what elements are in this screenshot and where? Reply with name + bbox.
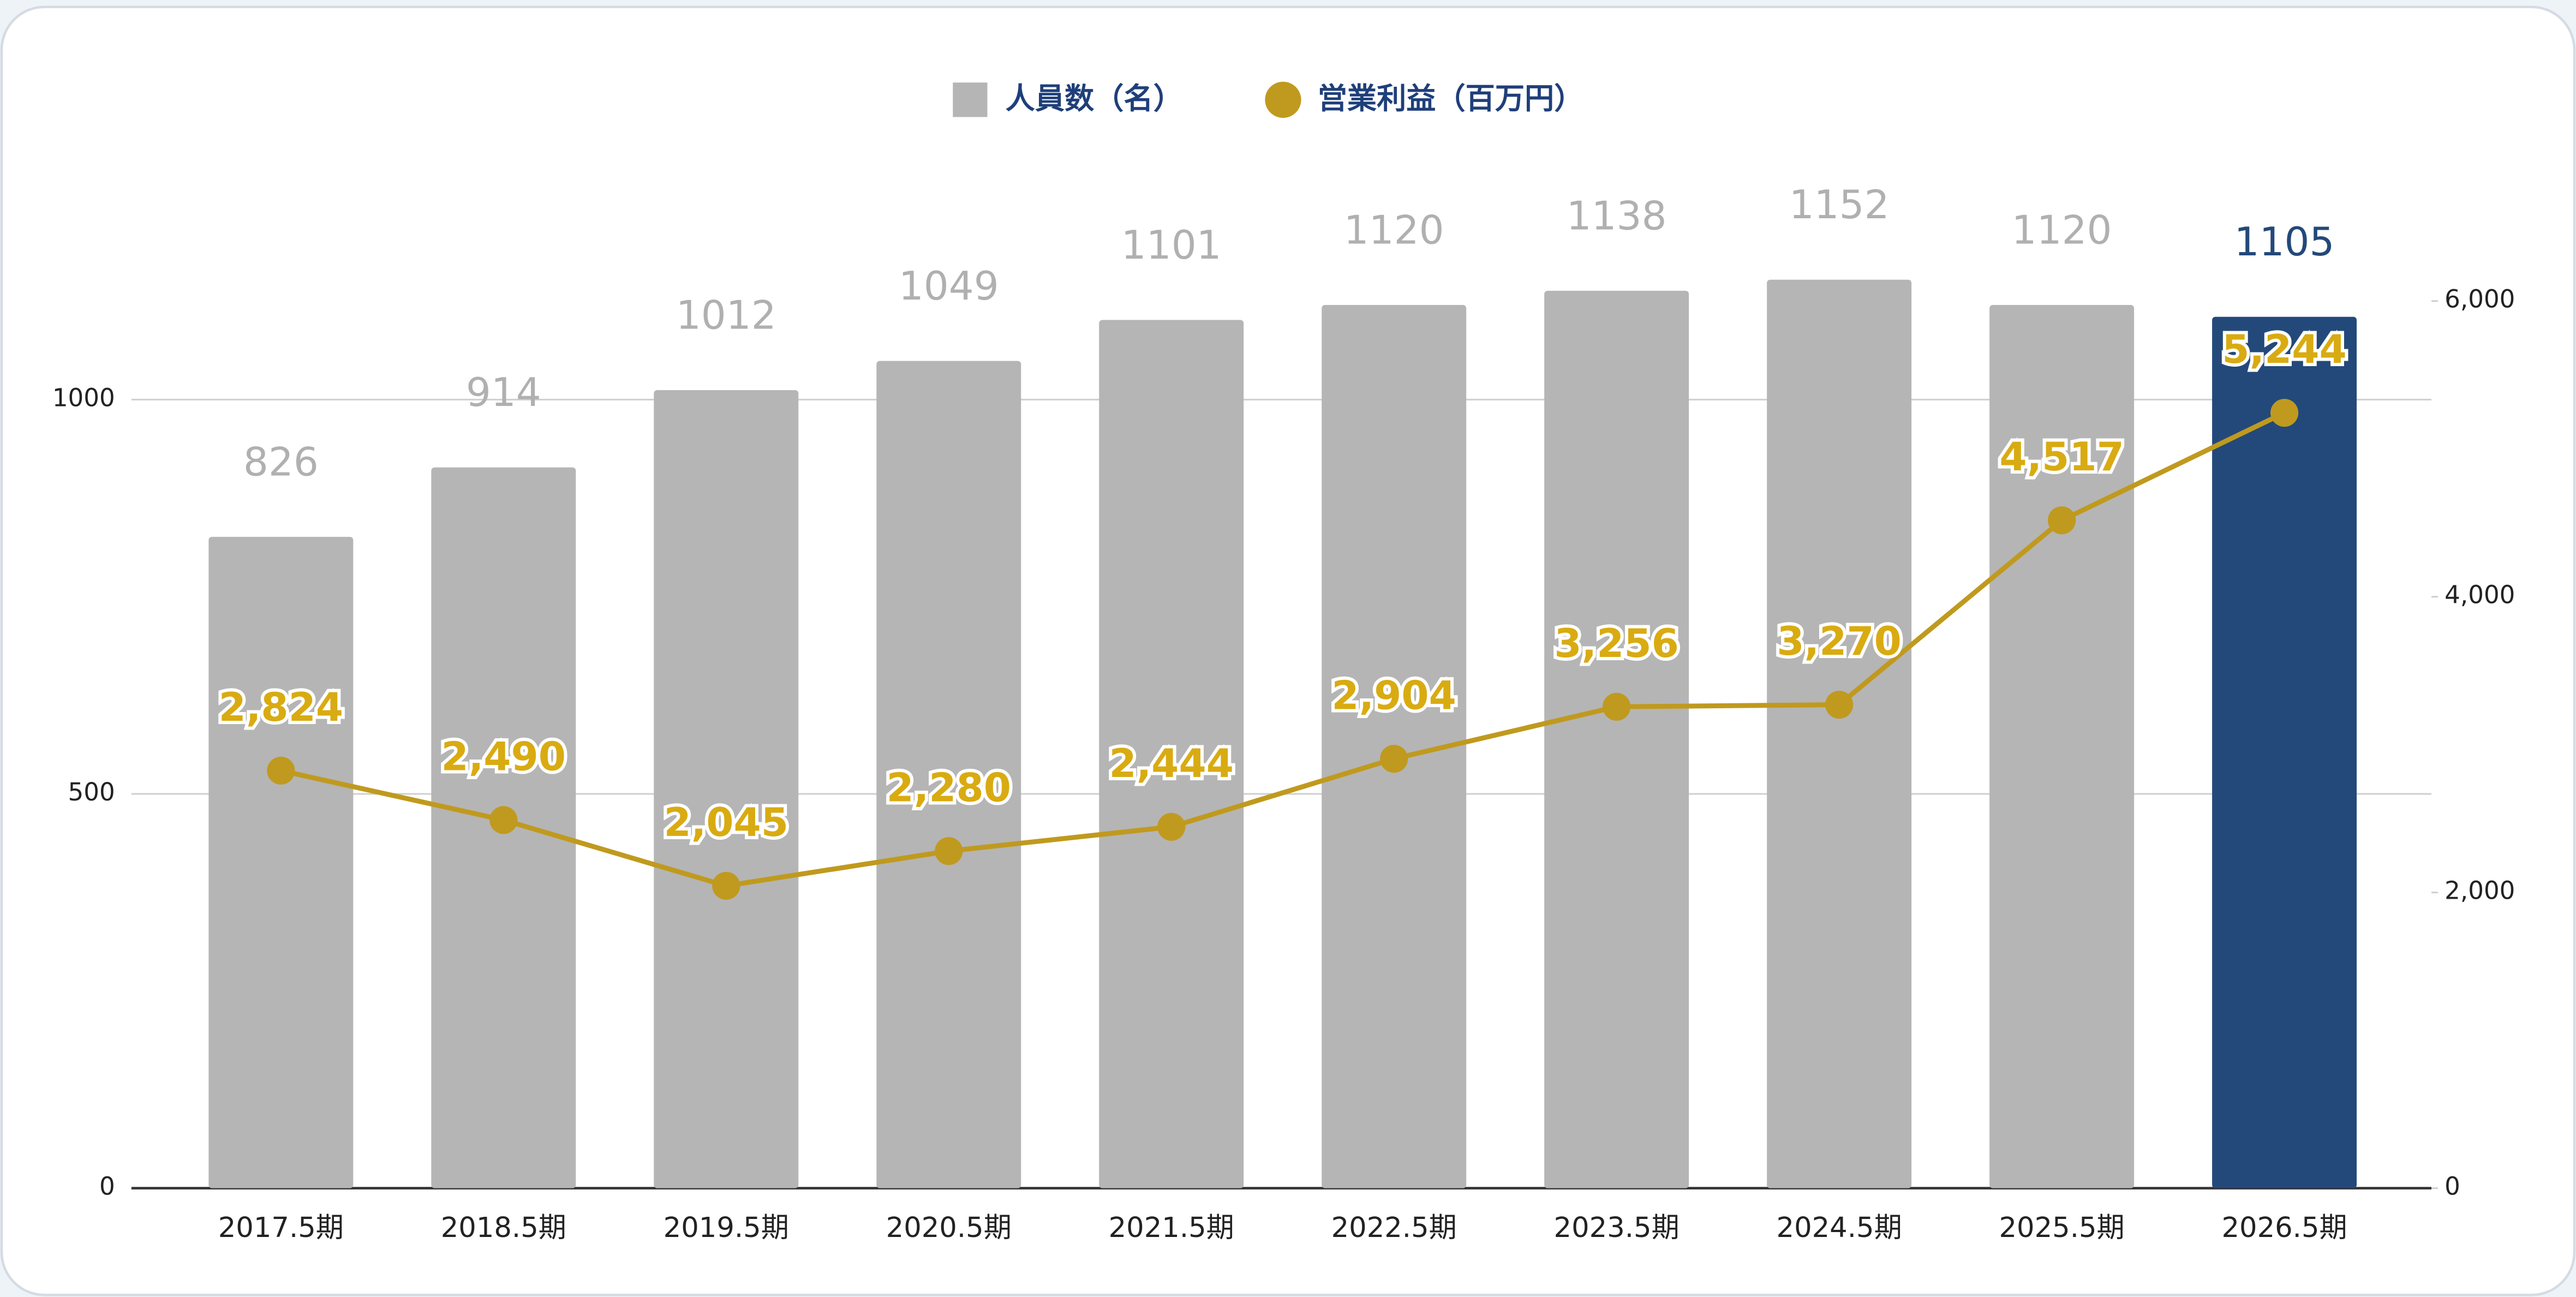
x-tick-label: 2024.5期 bbox=[1777, 1211, 1902, 1244]
card bbox=[0, 5, 2576, 1296]
line-value-label: 2,444 bbox=[1109, 741, 1234, 787]
bar bbox=[1767, 279, 1912, 1188]
line-point bbox=[2048, 506, 2076, 535]
bar-value-label: 1049 bbox=[899, 264, 999, 309]
line-value-label: 5,244 bbox=[2222, 327, 2347, 373]
legend-swatch bbox=[953, 82, 988, 117]
line-point bbox=[712, 871, 740, 900]
bar-value-label: 1101 bbox=[1121, 223, 1222, 268]
y-tick-label: 1000 bbox=[52, 383, 115, 412]
line-value-label: 2,490 bbox=[441, 734, 566, 780]
bar bbox=[1544, 290, 1689, 1188]
legend-label: 人員数（名） bbox=[1006, 81, 1183, 116]
line-value-label: 2,045 bbox=[664, 800, 789, 846]
bar bbox=[654, 390, 799, 1188]
x-tick-label: 2019.5期 bbox=[664, 1211, 789, 1244]
line bbox=[280, 410, 2286, 889]
line-point bbox=[2270, 398, 2299, 427]
bar-value-label: 1120 bbox=[1344, 207, 1444, 253]
bar bbox=[2212, 316, 2357, 1188]
x-tick-label: 2017.5期 bbox=[218, 1211, 344, 1244]
line-point bbox=[489, 806, 518, 834]
line-point bbox=[1157, 812, 1186, 841]
bar bbox=[876, 361, 1021, 1188]
bar-value-label: 1012 bbox=[676, 293, 776, 339]
line-value-label: 4,517 bbox=[1999, 434, 2124, 480]
x-tick-label: 2020.5期 bbox=[886, 1211, 1012, 1244]
y-tick-label: 0 bbox=[99, 1172, 115, 1201]
bar-value-label: 914 bbox=[466, 370, 541, 416]
x-tick-label: 2018.5期 bbox=[441, 1211, 566, 1244]
bar bbox=[1989, 304, 2135, 1188]
y2-tick-label: 2,000 bbox=[2444, 876, 2515, 905]
legend-swatch bbox=[1265, 81, 1301, 118]
bar bbox=[208, 536, 354, 1188]
bar-value-label: 1120 bbox=[2012, 207, 2112, 253]
bar-value-label: 826 bbox=[243, 439, 319, 485]
x-tick-label: 2023.5期 bbox=[1554, 1211, 1680, 1244]
line-value-label: 3,256 bbox=[1554, 621, 1679, 667]
x-tick-label: 2025.5期 bbox=[1999, 1211, 2124, 1244]
bar-value-label: 1105 bbox=[2234, 219, 2335, 265]
y2-tick-label: 4,000 bbox=[2444, 581, 2515, 609]
line-value-label: 2,904 bbox=[1331, 673, 1456, 719]
y2-tick-label: 0 bbox=[2444, 1172, 2460, 1201]
x-tick-label: 2021.5期 bbox=[1109, 1211, 1234, 1244]
line-value-label: 2,824 bbox=[219, 685, 344, 731]
line-point bbox=[935, 837, 963, 865]
y-tick-label: 500 bbox=[68, 778, 115, 806]
x-tick-label: 2026.5期 bbox=[2221, 1211, 2347, 1244]
line-value-label: 3,270 bbox=[1777, 619, 1902, 665]
line-point bbox=[1603, 692, 1631, 721]
line-point bbox=[267, 756, 295, 785]
x-tick-label: 2022.5期 bbox=[1331, 1211, 1457, 1244]
bar-value-label: 1138 bbox=[1567, 193, 1667, 239]
line-point bbox=[1825, 690, 1854, 719]
legend-label: 営業利益（百万円） bbox=[1318, 81, 1584, 116]
bar bbox=[1099, 320, 1244, 1188]
line-value-label: 2,280 bbox=[886, 765, 1011, 811]
line-point bbox=[1380, 745, 1408, 773]
y2-tick-label: 6,000 bbox=[2444, 285, 2515, 314]
bar-value-label: 1152 bbox=[1789, 182, 1890, 228]
